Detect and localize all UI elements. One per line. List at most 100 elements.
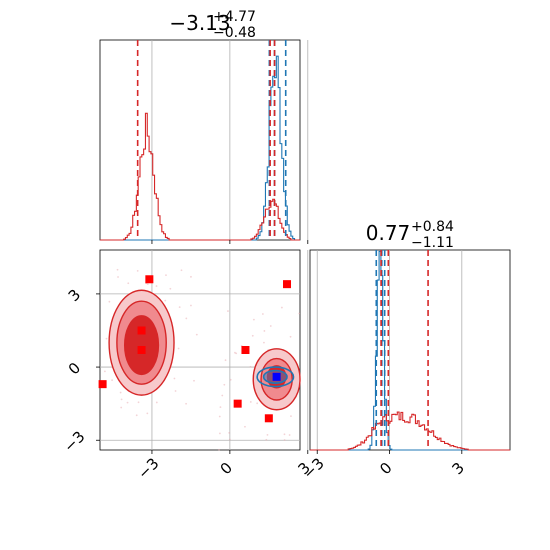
sample-dot	[146, 283, 149, 286]
sample-dot	[117, 276, 119, 278]
sample-dot	[116, 268, 119, 271]
sample-dot	[111, 379, 113, 382]
sample-dot	[177, 347, 180, 350]
sample-dot	[135, 414, 138, 417]
title-param1-sub: −0.48	[213, 25, 256, 41]
sample-dot	[155, 285, 158, 287]
hist-param1-quantiles	[136, 40, 287, 240]
title-param2-main: 0.77	[366, 221, 411, 245]
scatter-panel: −3 0 3−303	[60, 249, 314, 483]
sample-dot	[155, 401, 158, 404]
scatter-y-label-2: 3	[65, 286, 84, 305]
sample-dot	[193, 379, 195, 382]
sample-dot	[221, 394, 224, 397]
hist-param1-red	[100, 112, 300, 241]
sample-dot	[218, 448, 220, 451]
sample-dot	[256, 402, 259, 405]
sample-dot	[289, 335, 292, 338]
sample-dot	[244, 425, 246, 428]
sample-dot	[229, 378, 232, 381]
sample-dot	[251, 334, 254, 337]
hist2-x-label-0: −3	[300, 454, 328, 482]
sample-dot	[105, 337, 108, 340]
hist-param2-grid	[316, 250, 463, 450]
truth-point	[272, 372, 281, 381]
scatter-y-label-0: −3	[60, 428, 88, 456]
sample-dot	[127, 282, 130, 285]
sample-dot	[126, 401, 129, 404]
sample-dot	[136, 270, 139, 272]
sample-dot	[290, 415, 292, 418]
sample-dot	[269, 325, 272, 327]
sample-dot	[265, 438, 268, 441]
title-param2-sup: +0.84	[411, 219, 454, 235]
sample-dot	[190, 275, 192, 278]
red-point-3	[137, 346, 146, 354]
sample-dot	[283, 439, 286, 441]
sample-dot	[249, 365, 252, 368]
red-contour-2	[123, 315, 160, 376]
sample-dot	[169, 287, 172, 290]
blue-contour-0	[256, 366, 295, 388]
sample-dot	[280, 306, 283, 309]
sample-dot	[185, 402, 187, 405]
sample-dot	[108, 300, 111, 303]
hist-param1-ticks	[151, 240, 309, 244]
title-param2-sub: −1.11	[411, 235, 454, 251]
red-point-4	[241, 346, 250, 354]
sample-dot	[120, 398, 123, 401]
title-param1-main: −3.13	[169, 11, 230, 35]
sample-dot	[263, 330, 266, 332]
sample-dot	[218, 415, 221, 418]
scatter-points	[98, 275, 292, 423]
scatter-x-label-1: 0	[217, 459, 236, 478]
red-point-6	[233, 399, 242, 408]
sample-dot	[228, 431, 231, 434]
sample-dot	[190, 304, 192, 307]
title-param1-sup: +4.77	[213, 9, 256, 25]
title-param2: 0.77	[366, 221, 411, 245]
hist-param2-quantiles	[375, 250, 429, 450]
sample-dot	[119, 391, 122, 394]
sample-dot	[174, 390, 177, 392]
scatter-x-label-0: −3	[134, 454, 162, 482]
sample-dot	[173, 377, 176, 380]
hist-param1-steps	[100, 55, 300, 241]
sample-dot	[164, 299, 167, 302]
sample-dot	[288, 434, 291, 436]
hist2-x-label-2: 3	[449, 459, 468, 478]
sample-dot	[103, 370, 106, 373]
sample-dot	[185, 317, 188, 320]
sample-dot	[223, 383, 226, 386]
sample-dot	[218, 432, 221, 435]
sample-dot	[146, 412, 149, 415]
red-point-7	[264, 414, 273, 423]
red-point-5	[98, 380, 107, 389]
sample-dot	[252, 318, 255, 321]
hist-param1-grid	[151, 40, 309, 240]
red-point-2	[137, 326, 146, 335]
hist2-x-label-1: 0	[376, 459, 395, 478]
sample-dot	[266, 433, 269, 436]
sample-dot	[298, 312, 301, 315]
red-point-0	[145, 275, 154, 284]
sample-dot	[263, 341, 265, 344]
sample-dot	[120, 406, 123, 409]
hist-param2-steps	[310, 250, 510, 451]
red-point-1	[283, 280, 292, 289]
sample-dot	[219, 406, 222, 409]
sample-dot	[228, 438, 231, 441]
hist-param2-red	[310, 411, 510, 451]
sample-dot	[249, 401, 252, 403]
hist-param2-panel: −3 0 3	[300, 249, 511, 483]
sample-dot	[180, 269, 183, 272]
sample-dot	[137, 401, 140, 404]
title-param1: −3.13	[169, 11, 230, 35]
scatter-contours	[108, 289, 301, 411]
sample-dot	[224, 359, 227, 362]
hist-param2-ticks: −3 0 3	[300, 450, 468, 483]
sample-dot	[234, 351, 236, 354]
scatter-y-label-1: 0	[65, 359, 84, 378]
sample-dot	[261, 313, 264, 315]
